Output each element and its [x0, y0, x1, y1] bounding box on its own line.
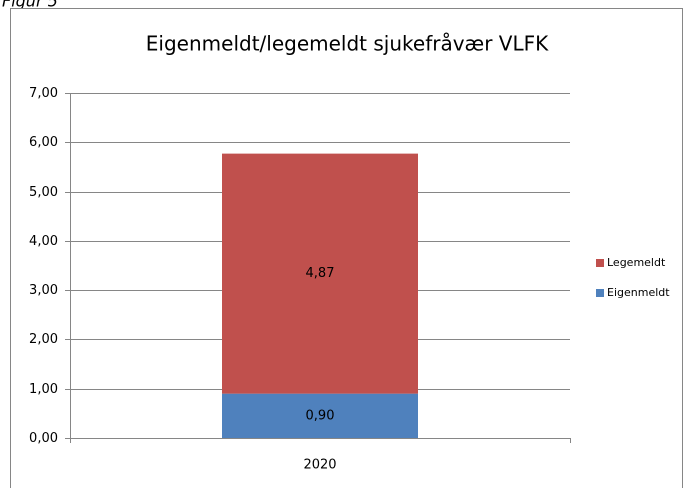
- bar-segment: [222, 153, 418, 394]
- chart-title: Eigenmeldt/legemeldt sjukefråvær VLFK: [146, 32, 549, 56]
- bar-segment: [222, 393, 418, 438]
- y-tick-label: 4,00: [29, 234, 58, 249]
- data-label: 0,90: [306, 408, 335, 423]
- y-tick-label: 1,00: [29, 382, 58, 397]
- y-tick-label: 7,00: [29, 86, 58, 101]
- figure-label: Figur 5: [2, 0, 58, 11]
- y-tick-label: 6,00: [29, 135, 58, 150]
- legend-label: Eigenmeldt: [607, 286, 670, 299]
- legend-swatch: [596, 289, 604, 297]
- y-tick-label: 3,00: [29, 283, 58, 298]
- legend-label: Legemeldt: [607, 256, 666, 269]
- y-tick-label: 5,00: [29, 185, 58, 200]
- y-tick-label: 0,00: [29, 431, 58, 446]
- y-tick-label: 2,00: [29, 332, 58, 347]
- data-label: 4,87: [306, 266, 335, 281]
- legend-swatch: [596, 259, 604, 267]
- x-tick-label: 2020: [303, 458, 336, 473]
